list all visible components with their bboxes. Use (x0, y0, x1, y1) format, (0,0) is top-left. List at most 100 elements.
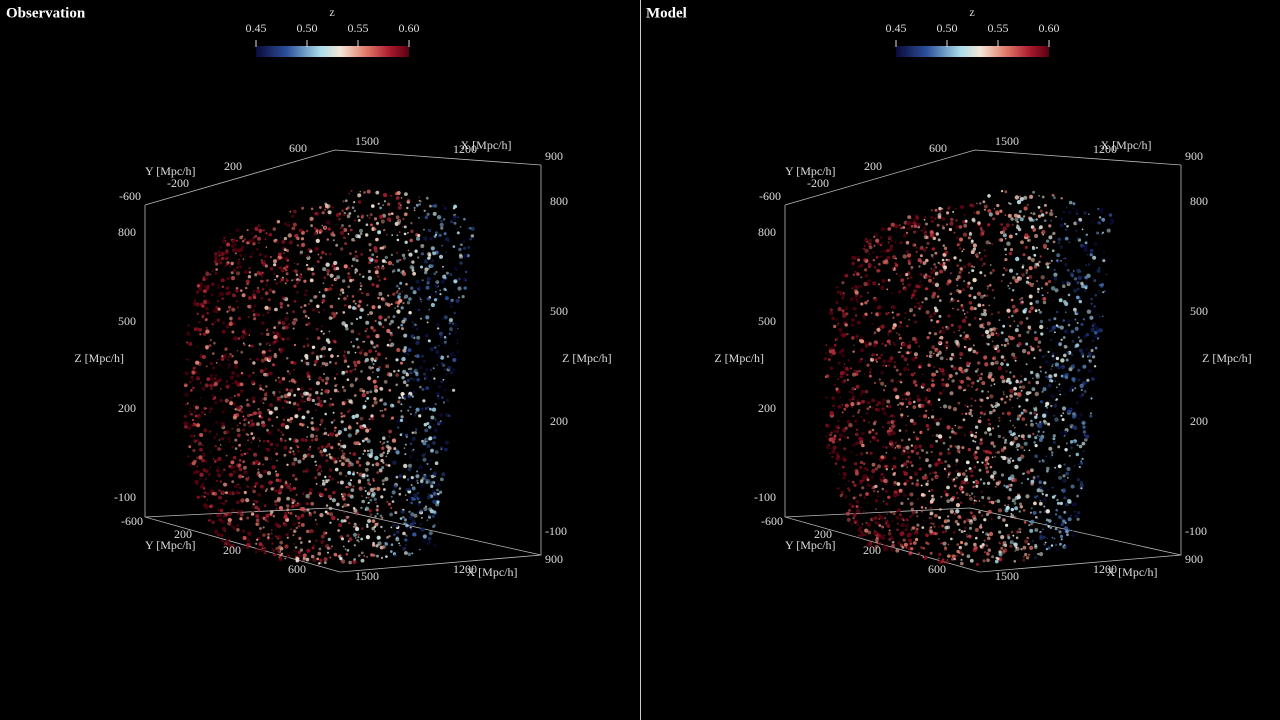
galaxy-point (319, 484, 322, 487)
galaxy-point (959, 237, 963, 242)
galaxy-point (1028, 449, 1031, 452)
galaxy-point (395, 450, 400, 455)
galaxy-point (427, 339, 431, 343)
galaxy-point (252, 309, 255, 313)
galaxy-point (902, 462, 907, 467)
galaxy-point (219, 508, 224, 513)
galaxy-point (256, 422, 260, 426)
galaxy-point (963, 345, 966, 348)
galaxy-point (931, 220, 934, 223)
galaxy-point (233, 336, 238, 341)
galaxy-point (1046, 466, 1050, 471)
galaxy-point (1053, 414, 1056, 417)
galaxy-point (846, 373, 849, 376)
galaxy-point (232, 526, 236, 530)
galaxy-point (193, 435, 196, 437)
galaxy-point (356, 471, 359, 474)
galaxy-point (877, 533, 881, 537)
galaxy-point (311, 351, 315, 355)
galaxy-point (290, 378, 295, 383)
galaxy-point (397, 202, 401, 206)
galaxy-point (367, 313, 369, 316)
axis-label: 800 (118, 225, 136, 239)
galaxy-point (918, 386, 921, 389)
galaxy-point (451, 322, 455, 325)
galaxy-point (298, 245, 303, 249)
galaxy-point (248, 267, 251, 270)
galaxy-point (883, 249, 887, 254)
galaxy-point (409, 371, 413, 375)
galaxy-point (442, 401, 446, 404)
galaxy-point (850, 323, 855, 327)
galaxy-point (369, 487, 375, 493)
galaxy-point (935, 434, 939, 437)
galaxy-point (443, 206, 448, 210)
galaxy-point (273, 487, 276, 489)
galaxy-point (928, 490, 931, 493)
galaxy-point (275, 452, 279, 456)
galaxy-point (275, 331, 280, 336)
galaxy-point (1014, 464, 1019, 470)
galaxy-point (871, 468, 876, 474)
galaxy-point (357, 533, 360, 536)
galaxy-point (1097, 223, 1099, 225)
galaxy-point (907, 259, 911, 263)
galaxy-point (269, 442, 274, 447)
galaxy-point (1021, 300, 1024, 303)
galaxy-point (395, 383, 399, 387)
galaxy-point (401, 376, 405, 380)
galaxy-point (423, 423, 428, 427)
galaxy-point (470, 226, 475, 231)
galaxy-point (870, 406, 874, 410)
galaxy-point (424, 407, 428, 410)
galaxy-point (955, 277, 959, 281)
galaxy-point (943, 467, 946, 470)
galaxy-point (1008, 202, 1011, 205)
galaxy-point (952, 298, 955, 302)
galaxy-point (245, 253, 247, 256)
galaxy-point (300, 399, 305, 404)
galaxy-point (916, 394, 920, 398)
galaxy-point (913, 352, 918, 357)
galaxy-point (212, 366, 215, 370)
galaxy-point (292, 499, 296, 503)
galaxy-point (416, 236, 420, 241)
galaxy-point (227, 517, 232, 523)
galaxy-point (444, 440, 449, 445)
galaxy-point (991, 456, 994, 459)
galaxy-point (838, 472, 841, 475)
galaxy-point (254, 273, 258, 277)
galaxy-point (240, 389, 244, 393)
galaxy-point (1002, 324, 1006, 328)
galaxy-point (917, 258, 922, 263)
galaxy-point (457, 286, 462, 291)
galaxy-point (899, 225, 902, 228)
galaxy-point (276, 459, 278, 462)
galaxy-point (402, 271, 406, 276)
galaxy-point (227, 356, 230, 358)
galaxy-point (354, 254, 359, 259)
galaxy-point (982, 262, 986, 266)
galaxy-point (436, 354, 441, 359)
galaxy-point (1002, 518, 1006, 522)
galaxy-point (1044, 354, 1047, 357)
galaxy-point (1004, 438, 1008, 442)
galaxy-point (329, 512, 334, 517)
galaxy-point (969, 494, 971, 497)
galaxy-point (402, 369, 407, 374)
galaxy-point (216, 299, 220, 303)
galaxy-point (905, 546, 908, 549)
galaxy-point (1084, 347, 1089, 352)
galaxy-point (392, 315, 396, 319)
galaxy-point (317, 237, 319, 239)
galaxy-point (379, 387, 384, 391)
galaxy-point (365, 223, 369, 226)
galaxy-point (841, 281, 845, 285)
galaxy-point (264, 264, 268, 268)
galaxy-point (282, 418, 286, 422)
galaxy-point (198, 470, 201, 473)
galaxy-point (992, 478, 995, 481)
galaxy-point (457, 327, 459, 330)
galaxy-point (302, 309, 307, 314)
galaxy-point (872, 281, 877, 286)
